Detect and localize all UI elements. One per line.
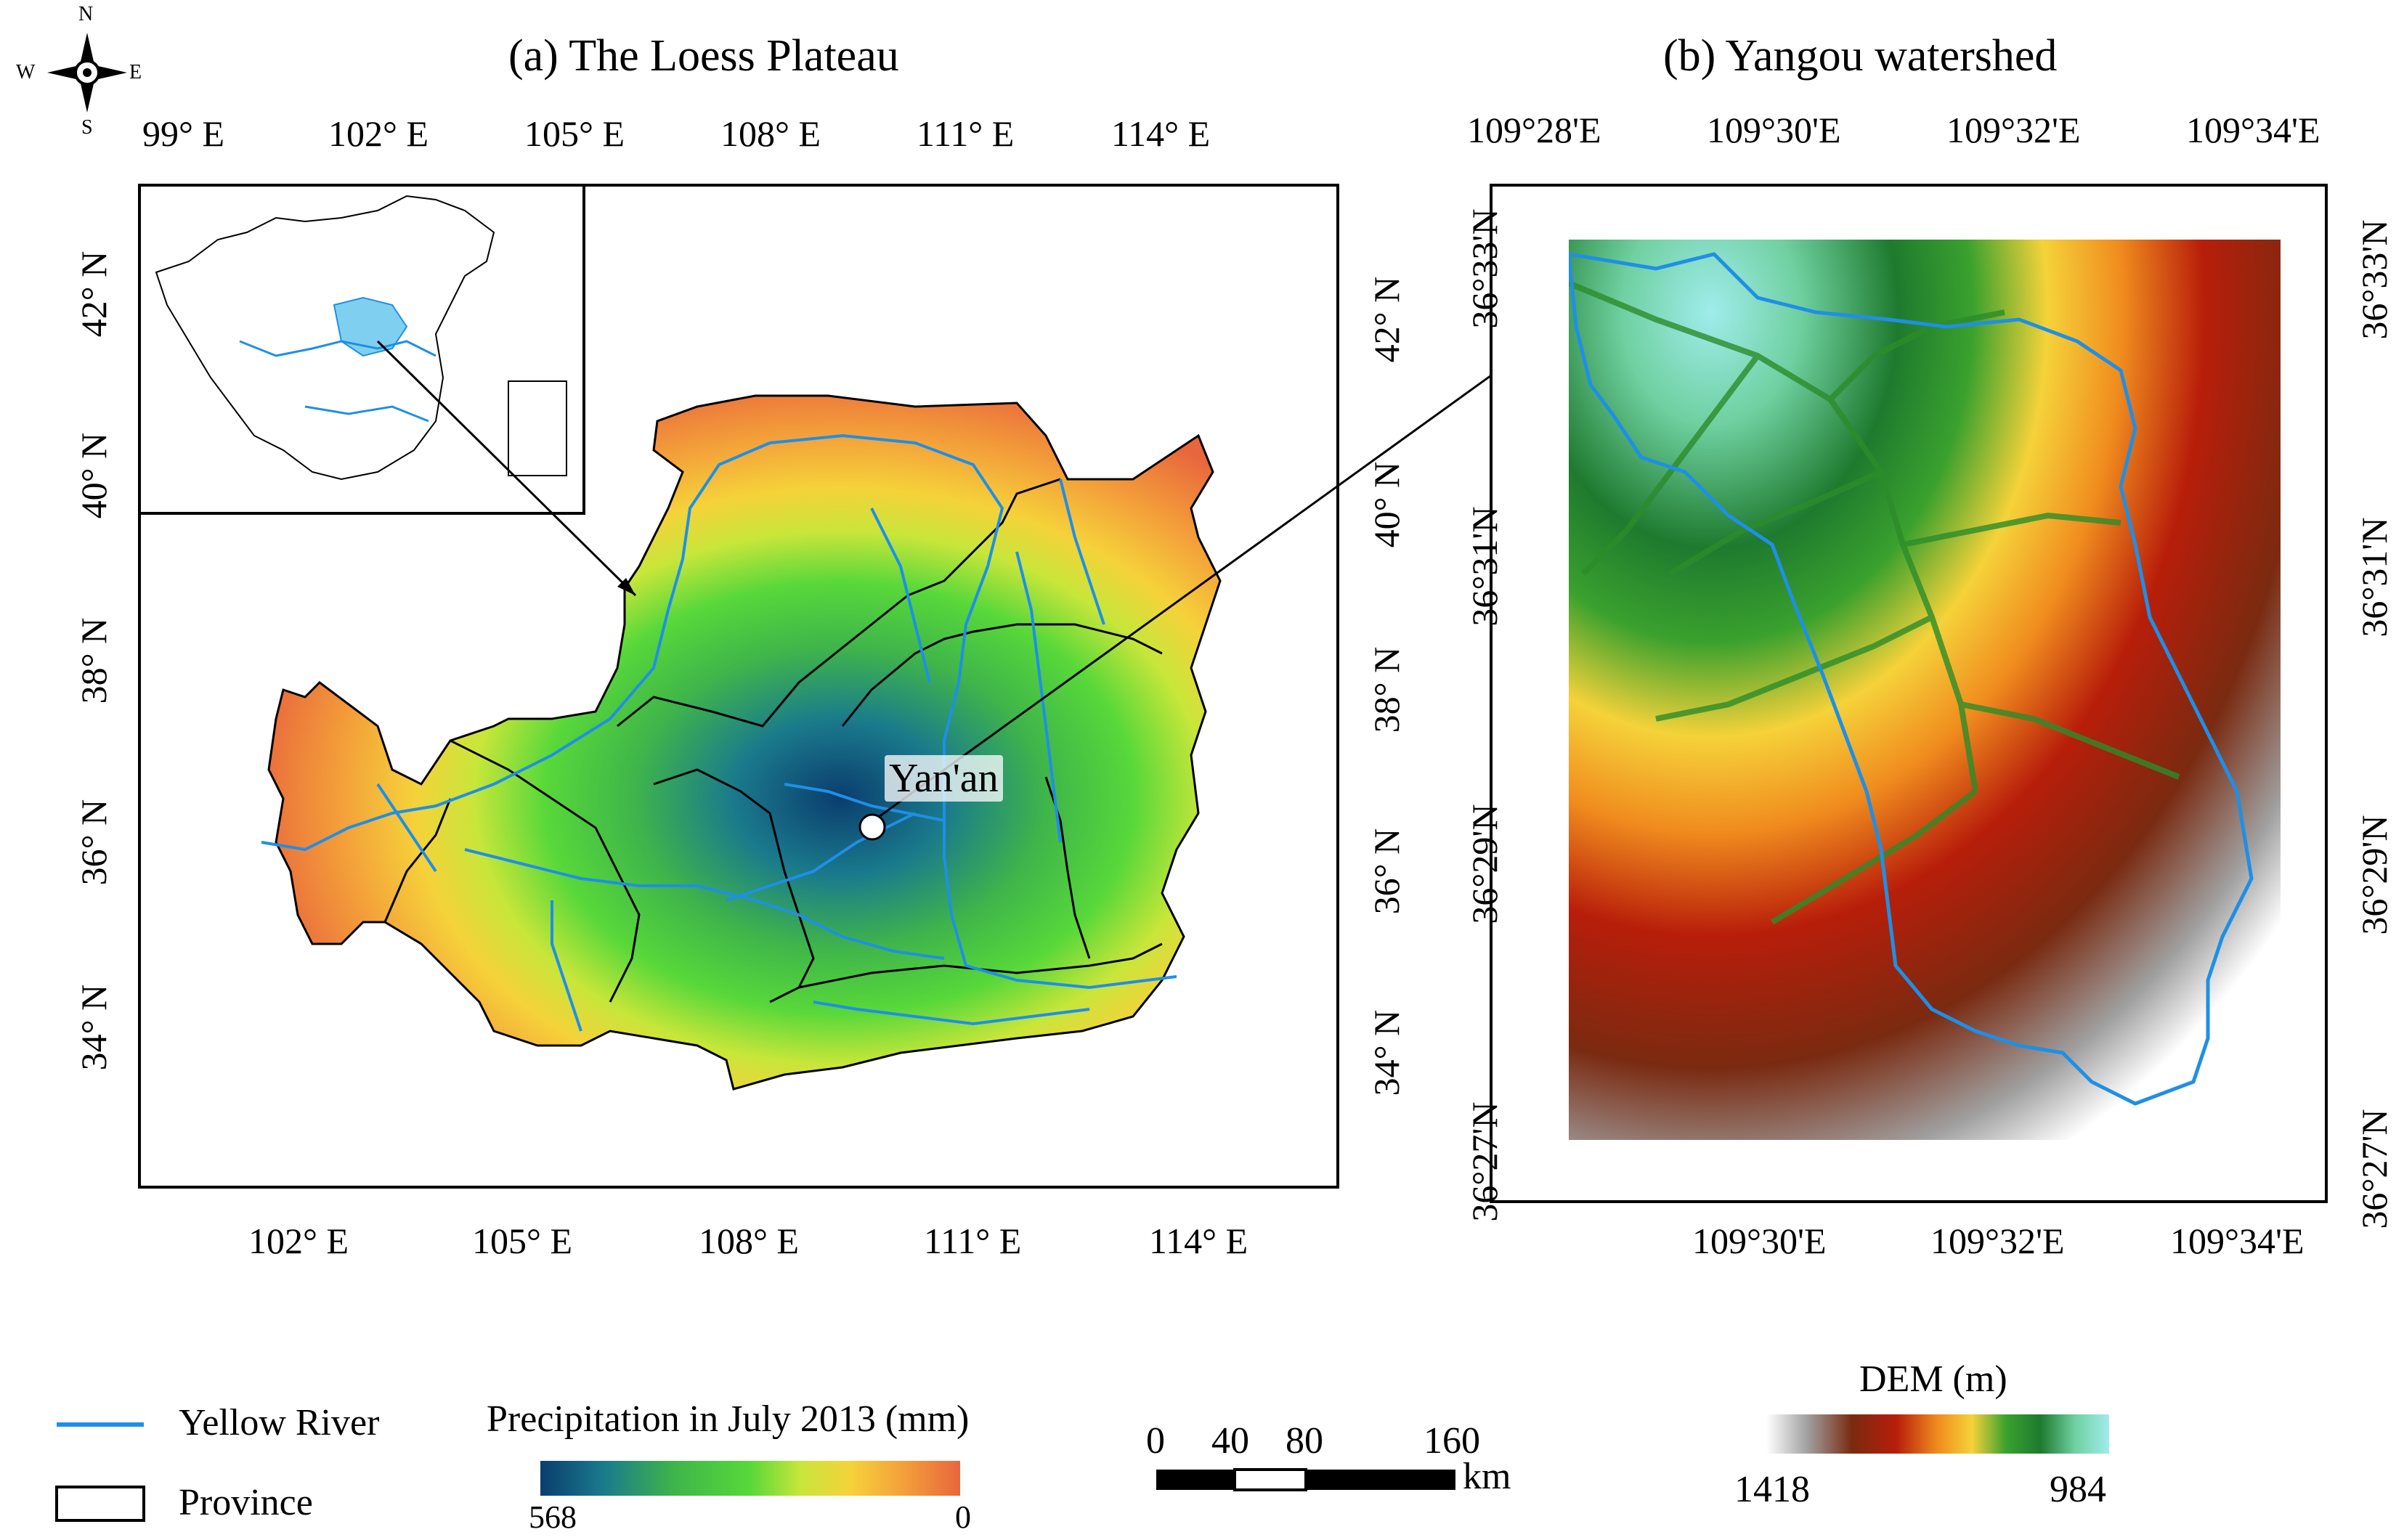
province-legend-symbol [55,1486,145,1522]
panel-b-top-tick: 109°30'E [1707,110,1841,150]
dem-colorbar [1766,1414,2109,1454]
province-legend-label: Province [179,1482,313,1523]
watershed-boundary [1569,252,2254,1106]
river-legend-label: Yellow River [179,1402,380,1443]
dem-high: 1418 [1734,1469,1810,1510]
precip-colorbar [540,1461,960,1496]
scale-unit: km [1463,1456,1511,1497]
panel-b-bottom-tick: 109°32'E [1930,1221,2065,1261]
panel-b-top-tick: 109°32'E [1946,110,2081,150]
panel-a-top-tick: 105° E [524,113,625,154]
precip-title: Precipitation in July 2013 (mm) [487,1398,970,1440]
panel-a-bottom-tick: 108° E [699,1221,800,1261]
compass-n: N [78,3,94,25]
inset-plateau [333,296,408,357]
panel-a-bottom-tick: 102° E [248,1221,349,1261]
compass-s: S [81,116,93,139]
panel-a-bottom-tick: 114° E [1149,1221,1248,1261]
loess-plateau-region [267,394,1222,1091]
panel-a-top-tick: 114° E [1111,113,1211,154]
compass-rose: N S E W [15,3,160,139]
panel-b-title: (b) Yangou watershed [1663,31,2058,81]
panel-b-bottom-tick: 109°30'E [1692,1221,1827,1261]
panel-a-top-tick: 99° E [142,113,225,154]
yanan-label: Yan'an [885,755,1003,802]
dem-low: 984 [2050,1469,2106,1510]
china-outline [155,195,495,481]
panel-a-top-tick: 108° E [720,113,821,154]
compass-e: E [129,61,142,83]
compass-icon [47,33,127,113]
yellow-river-lines [261,433,1177,1032]
panel-a-top-tick: 102° E [328,113,429,154]
panel-a-bottom-tick: 111° E [924,1221,1022,1261]
panel-b-bottom-tick: 109°34'E [2170,1221,2304,1261]
panel-a-top-tick: 111° E [917,113,1015,154]
scale-label-160: 160 [1424,1420,1480,1462]
dem-title: DEM (m) [1859,1358,2007,1400]
scale-label-80: 80 [1286,1420,1323,1462]
panel-a-bottom-tick: 105° E [472,1221,573,1261]
precip-max: 0 [955,1499,971,1535]
yangou-dem-map [1569,240,2281,1140]
compass-w: W [16,61,36,83]
yanan-marker [858,813,886,841]
panel-a-title: (a) The Loess Plateau [508,31,899,81]
scale-label-40: 40 [1211,1420,1249,1462]
panel-a-frame [138,184,1339,1189]
precip-min: 568 [529,1499,577,1535]
scale-label-0: 0 [1146,1420,1165,1462]
panel-b-top-tick: 109°34'E [2186,110,2320,150]
panel-b-top-tick: 109°28'E [1467,110,1601,150]
